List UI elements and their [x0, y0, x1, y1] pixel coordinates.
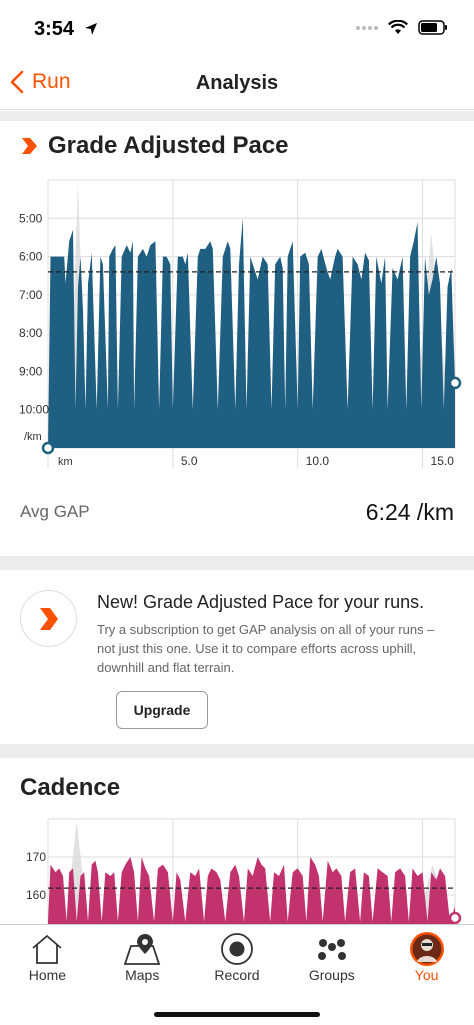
tab-record[interactable]: Record — [190, 925, 285, 995]
status-time: 3:54 — [34, 18, 98, 41]
gap-section-title: Grade Adjusted Pace — [48, 132, 289, 159]
cadence-y-tick-label: 160 — [26, 888, 46, 902]
cadence-series-area — [48, 857, 455, 924]
tab-label-maps: Maps — [125, 967, 160, 983]
tab-label-home: Home — [28, 967, 67, 983]
tab-label-record: Record — [214, 967, 260, 983]
section-divider — [0, 744, 474, 758]
map-pin-icon — [95, 931, 190, 967]
avg-gap-label: Avg GAP — [20, 502, 90, 521]
gap-y-tick-label: 9:00 — [19, 364, 43, 378]
gap-y-tick-label: 7:00 — [19, 288, 43, 302]
gap-y-tick-label: 6:00 — [19, 250, 43, 264]
promo-title: New! Grade Adjusted Pace for your runs. — [97, 592, 425, 612]
cadence-chart[interactable]: 170 160 — [0, 814, 474, 924]
gap-section-header: Grade Adjusted Pace — [20, 132, 289, 160]
page-title: Analysis — [195, 72, 279, 94]
back-label: Run — [32, 70, 71, 93]
home-icon — [0, 931, 95, 967]
cadence-y-tick-label: 170 — [26, 850, 46, 864]
cadence-plot-frame — [47, 818, 456, 924]
status-indicators — [356, 20, 448, 35]
gap-y-tick-label: 10:00 — [19, 403, 49, 417]
avatar-icon — [379, 931, 474, 967]
gap-chart[interactable]: 5:00 6:00 7:00 8:00 9:00 10:00/km km 5.0 10.0 15.… — [0, 170, 474, 470]
back-button[interactable]: Run — [10, 70, 71, 94]
gap-chevron-icon — [39, 607, 58, 630]
nav-bar: Run Analysis — [0, 60, 474, 110]
status-bar: 3:54 — [0, 0, 474, 60]
signal-icon — [356, 25, 378, 30]
chevron-left-icon — [10, 70, 24, 94]
tab-maps[interactable]: Maps — [95, 925, 190, 995]
gap-y-axis-label: /km — [24, 431, 42, 443]
gap-x-axis-label: km — [58, 456, 73, 468]
cadence-end-handle[interactable] — [448, 911, 462, 924]
tab-you[interactable]: You — [379, 925, 474, 995]
wifi-icon — [388, 20, 408, 34]
section-divider — [0, 556, 474, 570]
gap-promo-card: New! Grade Adjusted Pace for your runs. … — [0, 572, 474, 744]
section-divider — [0, 111, 474, 121]
gap-start-handle[interactable] — [41, 441, 55, 455]
promo-text: Try a subscription to get GAP analysis o… — [97, 622, 435, 675]
tab-bar: Home Maps Record Groups You — [0, 924, 474, 1025]
record-icon — [190, 931, 285, 967]
gap-series-area — [48, 218, 455, 448]
avg-gap-row: Avg GAP 6:24 /km — [20, 490, 454, 534]
cadence-section-title: Cadence — [20, 774, 121, 801]
gap-end-handle[interactable] — [448, 376, 462, 390]
gap-x-tick-label: 15.0 — [431, 454, 455, 468]
gap-x-tick-label: 10.0 — [306, 454, 330, 468]
location-arrow-icon — [84, 23, 97, 35]
promo-icon — [20, 590, 77, 647]
status-time-text: 3:54 — [34, 18, 75, 40]
upgrade-button[interactable]: Upgrade — [116, 691, 208, 729]
tab-label-groups: Groups — [308, 967, 355, 983]
gap-y-tick-label: 5:00 — [19, 211, 43, 225]
gap-x-tick-label: 5.0 — [181, 454, 198, 468]
groups-icon — [284, 931, 379, 967]
avg-gap-value: 6:24 /km — [365, 498, 454, 525]
gap-y-tick-label: 8:00 — [19, 326, 43, 340]
tab-home[interactable]: Home — [0, 925, 95, 995]
gap-chevron-icon — [22, 138, 37, 154]
tab-groups[interactable]: Groups — [284, 925, 379, 995]
battery-icon — [418, 20, 447, 35]
tab-label-you: You — [414, 967, 439, 983]
home-indicator — [154, 1012, 320, 1017]
